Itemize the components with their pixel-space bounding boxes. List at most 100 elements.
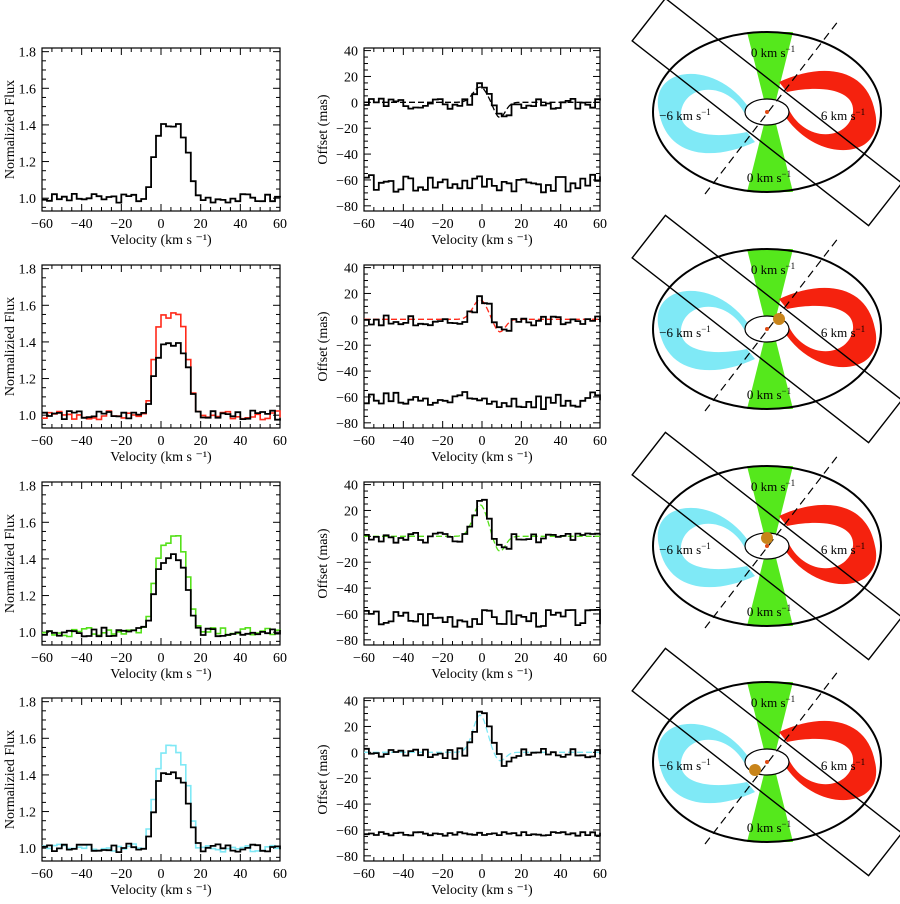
x-tick-label: −20: [432, 867, 454, 882]
velocity-label: 0 km s−1: [747, 386, 791, 402]
velocity-value: 0 km s: [751, 479, 786, 494]
perpendicular-offset-series: [364, 609, 601, 628]
flux-panel-2003: −60 −40 −20 0 20 40 60 1.0 1.2 1.4 1.6 1.8 Velocity …: [3, 46, 287, 248]
x-tick-label: −60: [31, 867, 53, 882]
y-tick-label: 1.2: [19, 156, 37, 171]
y-tick-label: −20: [336, 122, 358, 137]
velocity-value: −6 km s: [659, 325, 701, 340]
velocity-value: 6 km s: [821, 758, 856, 773]
x-tick-label: 60: [593, 867, 607, 882]
unit-superscript: −1: [782, 603, 792, 613]
x-tick-label: 40: [233, 434, 247, 449]
velocity-value: 6 km s: [821, 325, 856, 340]
disk-schematic-2006: 0 km s−1 0 km s−1 −6 km s −1 6 km s−1: [631, 214, 900, 444]
y-tick-label: −60: [336, 174, 358, 189]
y-tick-label: 1.6: [19, 299, 37, 314]
x-tick-label: 40: [554, 867, 568, 882]
perpendicular-offset-series: [364, 831, 601, 837]
unit-superscript: −1: [701, 107, 711, 117]
offset-panel-2010: −60 −40 −20 0 20 40 60 40 20 0 −20 −40 −60 −80 Velocit…: [316, 479, 607, 682]
star-marker: [765, 544, 769, 548]
row-2003: −60 −40 −20 0 20 40 60 1.0 1.2 1.4 1.6 1.8 Velocity …: [3, 0, 900, 248]
unit-superscript: −1: [856, 107, 866, 117]
flux-series: [42, 553, 281, 638]
flux-xlabel: Velocity (km s ⁻¹): [110, 883, 212, 898]
x-tick-label: −60: [353, 217, 375, 232]
companion-marker: [773, 313, 785, 325]
slit-outline: [631, 0, 900, 227]
flux-ylabel: Normalizied Flux: [3, 80, 18, 179]
flux-ylabel: Normalizied Flux: [3, 730, 18, 829]
offset-xlabel: Velocity (km s ⁻¹): [431, 667, 533, 682]
velocity-label: 0 km s−1: [747, 169, 791, 185]
x-tick-label: −40: [392, 217, 414, 232]
y-tick-label: 1.4: [19, 119, 37, 134]
unit-superscript: −1: [856, 541, 866, 551]
y-tick-label: 1.4: [19, 769, 37, 784]
y-tick-label: 0: [351, 746, 358, 761]
x-tick-label: −20: [110, 867, 132, 882]
y-tick-label: −40: [336, 148, 358, 163]
offset-xlabel: Velocity (km s ⁻¹): [431, 233, 533, 248]
flux-overlay-series: [42, 535, 281, 638]
disk-schematic-2003: 0 km s−10 km s−1−6 km s−1 6 km s−1: [631, 0, 900, 227]
offset-series: [364, 82, 601, 118]
velocity-value: −6 km s: [659, 758, 701, 773]
flux-series: [42, 342, 281, 421]
unit-superscript: −1: [786, 44, 796, 54]
velocity-value: −6 km s: [659, 542, 701, 557]
velocity-value: 0 km s: [751, 45, 786, 60]
x-tick-label: 0: [158, 651, 165, 666]
x-tick-label: −40: [392, 434, 414, 449]
velocity-label: 6 km s−1: [821, 757, 865, 773]
unit-superscript: −1: [786, 261, 796, 271]
y-tick-label: 1.6: [19, 732, 37, 747]
companion-marker: [749, 764, 761, 776]
y-tick-label: 1.2: [19, 373, 37, 388]
perpendicular-offset-series: [364, 173, 601, 194]
x-tick-label: 40: [233, 651, 247, 666]
offset-xlabel: Velocity (km s ⁻¹): [431, 450, 533, 465]
row-2013: −60 −40 −20 0 20 40 60 1.0 1.2 1.4 1.6 1.8 Velocity …: [3, 647, 900, 898]
x-tick-label: 0: [158, 434, 165, 449]
dashed-axis: [704, 236, 840, 412]
x-tick-label: −20: [110, 651, 132, 666]
disk-outline: [652, 465, 882, 627]
offset-ylabel: Offset (mas): [316, 94, 331, 164]
y-tick-label: 40: [344, 45, 358, 60]
x-tick-label: 20: [514, 434, 528, 449]
flux-ylabel: Normalizied Flux: [3, 514, 18, 613]
y-tick-label: −20: [336, 339, 358, 354]
flux-ylabel: Normalizied Flux: [3, 297, 18, 396]
velocity-label: 0 km s−1: [751, 261, 795, 277]
y-tick-label: 1.8: [19, 46, 37, 61]
unit-superscript: −1: [701, 757, 711, 767]
unit-superscript: −1: [701, 541, 711, 551]
flux-xlabel: Velocity (km s ⁻¹): [110, 233, 212, 248]
y-tick-label: −40: [336, 582, 358, 597]
y-tick-label: 1.4: [19, 553, 37, 568]
y-tick-label: 1.6: [19, 516, 37, 531]
velocity-value: 6 km s: [821, 542, 856, 557]
blue-velocity-region: [657, 73, 757, 154]
star-marker: [765, 327, 769, 331]
y-tick-label: 1.2: [19, 590, 37, 605]
velocity-value: 0 km s: [747, 820, 782, 835]
x-tick-label: 20: [514, 651, 528, 666]
row-2006: −60 −40 −20 0 20 40 60 1.0 1.2 1.4 1.6 1.8 Velocity …: [3, 214, 900, 465]
flux-overlay-series: [42, 312, 281, 421]
y-tick-label: 1.0: [19, 842, 37, 857]
y-tick-label: 1.4: [19, 336, 37, 351]
y-tick-label: −60: [336, 608, 358, 623]
velocity-value: 0 km s: [747, 387, 782, 402]
velocity-label: 0 km s−1: [751, 478, 795, 494]
velocity-label: −6 km s−1: [659, 757, 711, 773]
x-tick-label: 60: [593, 217, 607, 232]
x-tick-label: 20: [194, 434, 208, 449]
velocity-label: 6 km s−1: [821, 324, 865, 340]
x-tick-label: 40: [554, 651, 568, 666]
x-tick-label: −60: [31, 434, 53, 449]
offset-model-series: [364, 714, 600, 762]
y-tick-label: −80: [336, 417, 358, 432]
x-tick-label: −40: [71, 867, 93, 882]
